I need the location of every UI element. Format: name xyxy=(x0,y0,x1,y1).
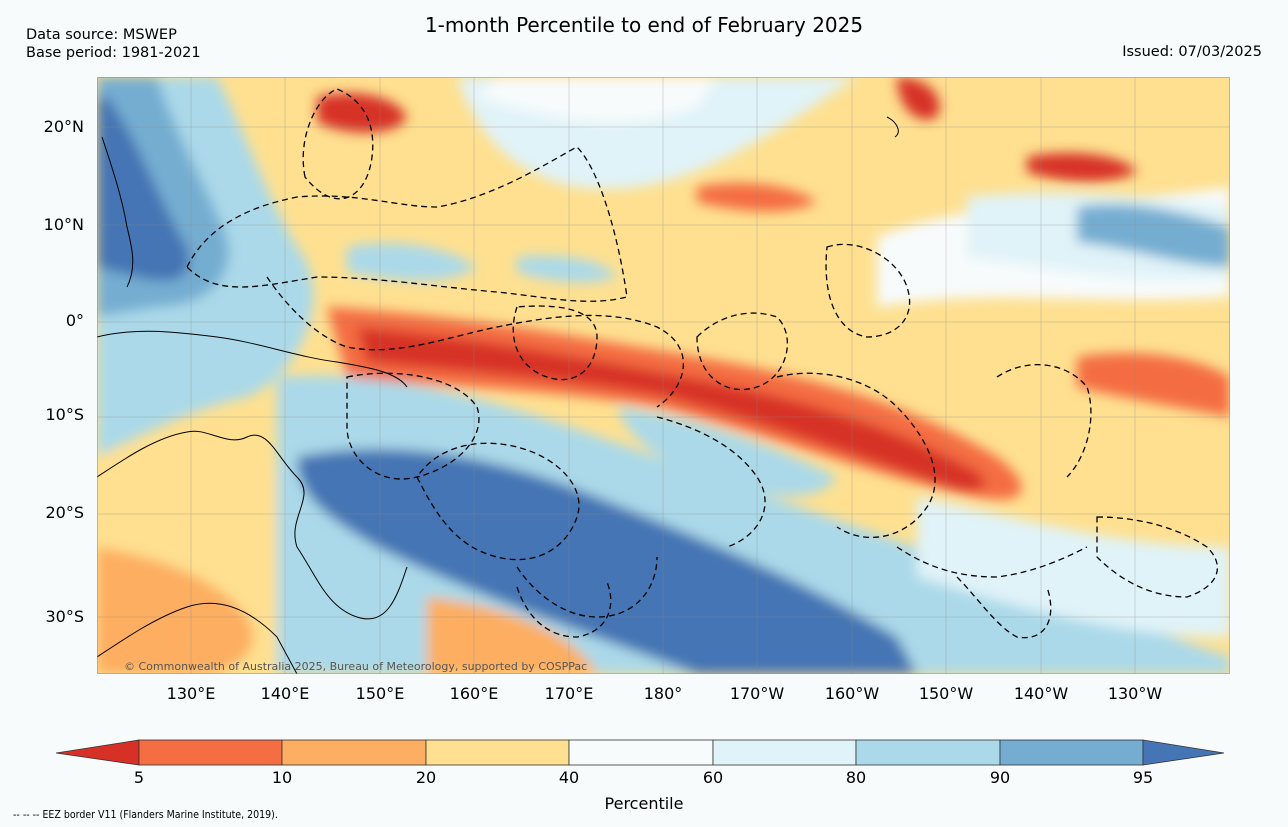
colorbar-tick-10: 10 xyxy=(271,768,293,787)
colorbar-tick-60: 60 xyxy=(702,768,724,787)
lat-label-30s: 30°S xyxy=(45,607,84,626)
lon-label-170e: 170°E xyxy=(544,684,594,703)
region-central-lightblue xyxy=(617,407,837,496)
lon-label-150e: 150°E xyxy=(355,684,405,703)
region-south-blue xyxy=(297,449,917,674)
lon-label-150w: 150°W xyxy=(918,684,974,703)
colorbar-tick-40: 40 xyxy=(558,768,580,787)
colorbar-segment-below-5 xyxy=(56,739,140,766)
lon-label-140w: 140°W xyxy=(1013,684,1069,703)
map-gridlines xyxy=(97,77,1230,674)
colorbar-tick-95: 95 xyxy=(1132,768,1154,787)
copyright-note: © Commonwealth of Australia 2025, Bureau… xyxy=(124,660,588,673)
colorbar-segment-90-95 xyxy=(999,739,1144,766)
base-period-line: Base period: 1981-2021 xyxy=(26,45,201,61)
lat-label-20n: 20°N xyxy=(43,117,84,136)
lat-label-10n: 10°N xyxy=(43,215,84,234)
lon-label-160w: 160°W xyxy=(824,684,880,703)
colorbar-label: Percentile xyxy=(604,794,684,813)
region-spcz-red xyxy=(357,327,986,492)
colorbar-tick-5: 5 xyxy=(133,768,145,787)
colorbar-tick-20: 20 xyxy=(415,768,437,787)
lon-label-160e: 160°E xyxy=(449,684,499,703)
lat-label-10s: 10°S xyxy=(45,405,84,424)
region-australia-orange xyxy=(97,547,254,674)
colorbar-segment-20-40 xyxy=(425,739,570,766)
eez-footnote: -- -- -- EEZ border V11 (Flanders Marine… xyxy=(13,809,278,821)
region-west-darkblue xyxy=(97,97,190,281)
data-source-info: Data source: MSWEP Base period: 1981-202… xyxy=(26,26,201,62)
lon-label-140e: 140°E xyxy=(260,684,310,703)
colorbar-segment-80-90 xyxy=(855,739,1001,766)
colorbar-segment-above-95 xyxy=(1142,739,1225,766)
colorbar-tick-90: 90 xyxy=(989,768,1011,787)
colorbar-segment-60-80 xyxy=(712,739,857,766)
lat-label-20s: 20°S xyxy=(45,503,84,522)
data-source-line: Data source: MSWEP xyxy=(26,27,177,43)
coastlines xyxy=(97,116,899,674)
lon-label-130w: 130°W xyxy=(1107,684,1163,703)
region-north-white xyxy=(477,77,717,123)
page-title: 1-month Percentile to end of February 20… xyxy=(424,13,864,37)
region-mid-blue2 xyxy=(517,255,617,283)
region-mid-blue xyxy=(347,243,477,281)
percentile-map xyxy=(97,77,1230,674)
lat-label-0: 0° xyxy=(65,311,84,330)
colorbar-segment-10-20 xyxy=(281,739,427,766)
issued-date: Issued: 07/03/2025 xyxy=(1122,44,1262,60)
colorbar-tick-80: 80 xyxy=(845,768,867,787)
region-east-blue xyxy=(1077,204,1230,267)
lon-label-180: 180° xyxy=(643,684,683,703)
region-east-orange xyxy=(1077,353,1230,417)
colorbar-segment-5-10 xyxy=(138,739,283,766)
region-north-red1 xyxy=(317,93,407,133)
lon-label-130e: 130°E xyxy=(166,684,216,703)
region-north-red3 xyxy=(897,77,940,120)
region-south-lightblue-east xyxy=(917,497,1230,637)
colorbar-segment-40-60 xyxy=(568,739,714,766)
region-south-orange xyxy=(427,597,597,674)
lon-label-170w: 170°W xyxy=(729,684,785,703)
percentile-colorbar xyxy=(56,739,1225,766)
region-north-red4 xyxy=(1027,152,1137,182)
eez-borders xyxy=(186,88,1218,639)
